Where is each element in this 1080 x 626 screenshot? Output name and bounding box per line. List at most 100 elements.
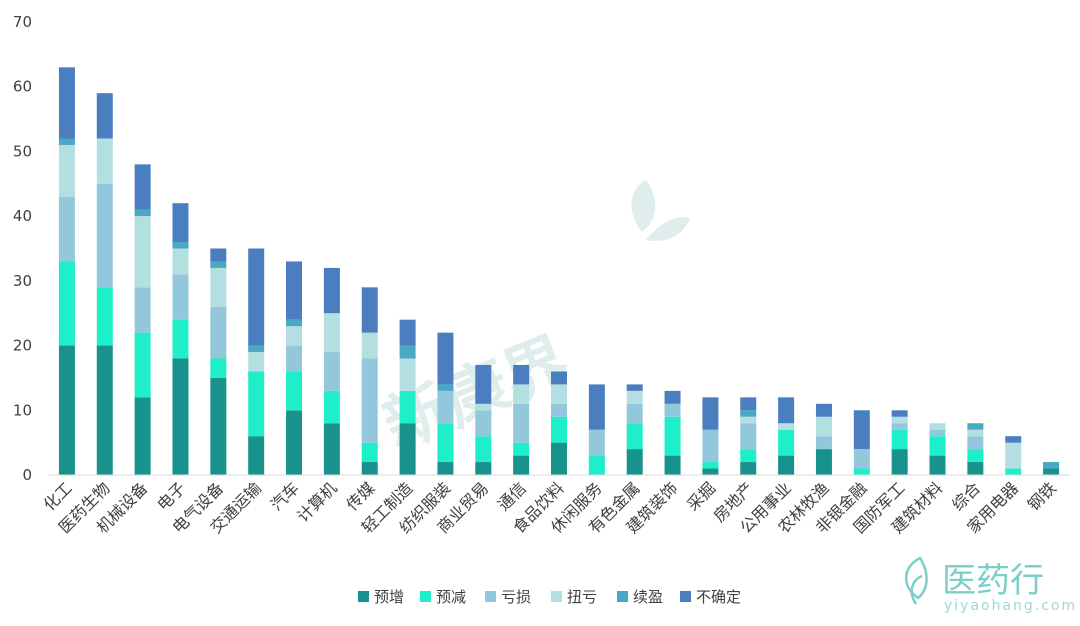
logo-text: 医药行 [942, 561, 1044, 601]
bar-segment [399, 345, 416, 359]
bar-segment [210, 267, 227, 307]
bar-segment [361, 442, 378, 463]
bar-segment [891, 416, 908, 424]
bar-segment [740, 416, 757, 424]
bar-segment [58, 138, 75, 145]
bar-stack [96, 93, 113, 475]
bar-segment [588, 455, 605, 475]
bar-segment [551, 384, 567, 404]
bar-segment [588, 384, 605, 430]
bar-segment [96, 287, 113, 346]
bar-stack [286, 261, 303, 475]
bar-stack [475, 364, 492, 475]
bar-segment [286, 326, 303, 346]
legend-swatch [617, 591, 628, 602]
bar-segment [475, 364, 492, 404]
bar-segment [702, 468, 719, 475]
bar-segment [361, 462, 378, 475]
bar-stack [172, 203, 189, 475]
bar-segment [134, 287, 151, 333]
y-tick-label: 20 [13, 337, 32, 355]
bar-segment [248, 371, 265, 437]
bar-segment [929, 455, 946, 475]
bar-segment [588, 429, 605, 456]
legend-label: 预增 [374, 588, 404, 606]
bar-segment [702, 429, 719, 463]
legend-item: 亏损 [485, 588, 531, 606]
bar-segment [210, 261, 227, 268]
bar-segment [286, 319, 303, 327]
bar-segment [967, 449, 984, 463]
bar-stack [664, 390, 681, 475]
bar-stack [929, 423, 946, 475]
bar-segment [967, 429, 984, 437]
bar-segment [248, 248, 265, 346]
y-tick-label: 0 [22, 466, 32, 484]
legend-swatch [420, 591, 431, 602]
x-axis: 化工医药生物机械设备 电子电气设备交通运输 汽车计算机 传媒轻工制造纺织服装商业贸易通… [40, 474, 1070, 537]
legend-label: 扭亏 [567, 588, 597, 606]
bar-segment [778, 423, 795, 430]
bar-segment [702, 462, 719, 469]
bar-segment [361, 287, 378, 333]
bar-stack [248, 248, 265, 475]
legend-item: 预增 [358, 588, 404, 606]
bar-segment [96, 183, 113, 288]
bar-segment [891, 423, 908, 430]
y-tick-label: 70 [13, 13, 32, 31]
bar-segment [929, 429, 946, 437]
bar-stack [58, 67, 75, 475]
bar-segment [740, 397, 757, 411]
bar-segment [853, 410, 870, 450]
bar-segment [513, 384, 530, 404]
bar-segment [815, 403, 832, 417]
bar-segment [929, 436, 946, 456]
bar-segment [96, 345, 113, 475]
bar-segment [475, 462, 492, 475]
bar-segment [210, 358, 227, 378]
logo-subtext: yiyaohang.com [944, 598, 1077, 614]
x-tick-label: 钢铁 [1024, 478, 1060, 514]
bar-segment [1005, 436, 1022, 443]
y-tick-label: 10 [13, 401, 32, 419]
y-tick-label: 60 [13, 78, 32, 96]
bar-stack [361, 287, 378, 475]
bar-segment [323, 423, 340, 475]
y-tick-label: 30 [13, 272, 32, 290]
bar-segment [664, 416, 681, 456]
bar-segment [210, 306, 227, 359]
bar-segment [475, 403, 492, 411]
bar-segment [891, 410, 908, 417]
bar-segment [513, 403, 530, 443]
bar-segment [172, 203, 189, 243]
bar-segment [664, 390, 681, 404]
bar-segment [967, 436, 984, 450]
bar-stack [626, 384, 643, 475]
bar-segment [437, 384, 454, 391]
bar-segment [853, 468, 870, 475]
bar-segment [626, 390, 643, 404]
bar-segment [437, 423, 454, 463]
bar-segment [815, 416, 832, 437]
bar-stack [210, 248, 227, 475]
bar-segment [740, 449, 757, 463]
bar-stack [437, 332, 454, 475]
bar-stack [1043, 462, 1060, 475]
legend-label: 不确定 [696, 588, 741, 606]
bar-segment [740, 410, 757, 417]
bar-segment [286, 345, 303, 372]
bar-stack [815, 403, 832, 475]
bar-segment [967, 462, 984, 475]
bar-segment [248, 436, 265, 475]
bar-segment [929, 423, 946, 430]
bar-segment [172, 274, 189, 320]
bar-segment [58, 196, 75, 262]
bar-stack [323, 267, 340, 475]
bar-stack [853, 410, 870, 475]
legend-item: 续盈 [617, 588, 663, 606]
bar-segment [323, 313, 340, 353]
bars [58, 67, 1060, 475]
bar-stack [399, 319, 416, 475]
y-axis: 0 10 20 30 40 50 60 70 [13, 13, 32, 484]
